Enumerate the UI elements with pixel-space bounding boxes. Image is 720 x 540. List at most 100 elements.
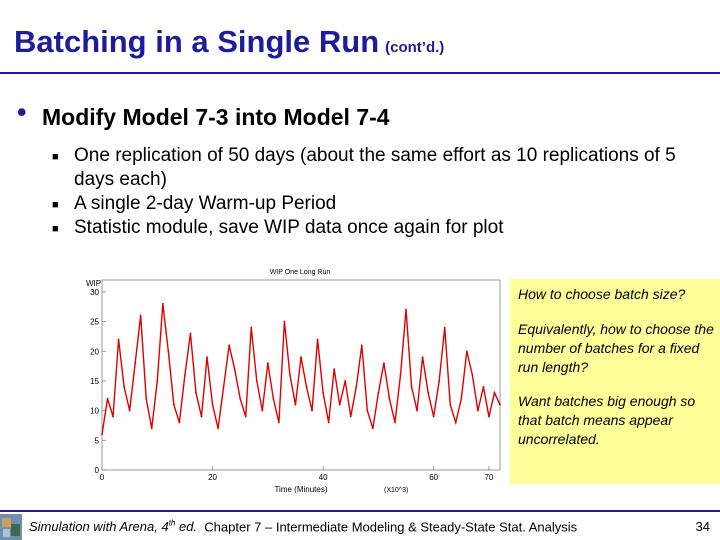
wip-data-point xyxy=(344,380,347,382)
wip-data-point xyxy=(421,356,424,359)
wip-data-point xyxy=(438,380,441,382)
footer-edition-rest: ed. xyxy=(175,519,198,535)
wip-data-point xyxy=(488,415,490,418)
wip-data-point xyxy=(272,397,275,400)
wip-data-point xyxy=(316,338,319,341)
wip-data-point xyxy=(449,403,452,406)
wip-series-line xyxy=(101,303,501,435)
book-logo-icon xyxy=(0,514,22,540)
wip-data-point xyxy=(283,320,286,323)
square-bullet-icon: ■ xyxy=(52,199,59,211)
footer-book: Simulation with Arena, 4 xyxy=(29,519,169,535)
y-tick-label: 0 xyxy=(95,466,100,475)
x-tick-group: 0 20 40 60 70 xyxy=(100,466,494,482)
wip-data-point xyxy=(300,356,302,359)
wip-data-point xyxy=(145,397,148,400)
wip-data-point xyxy=(311,409,313,412)
wip-plot: WIP One Long Run WIP 0 5 10 15 20 25 30 0 20 40 6… xyxy=(86,269,501,494)
wip-data-point xyxy=(405,308,407,311)
wip-data-point xyxy=(289,374,291,376)
wip-data-point xyxy=(106,397,109,400)
y-axis-label: WIP xyxy=(86,279,101,288)
footer-text: Simulation with Arena, 4th ed. Chapter 7… xyxy=(29,519,577,534)
wip-data-point xyxy=(333,368,336,370)
wip-data-point xyxy=(416,409,418,412)
square-bullet-icon: ■ xyxy=(52,151,59,163)
footer-divider xyxy=(0,510,720,512)
wip-data-point xyxy=(266,362,269,365)
wip-data-point xyxy=(305,385,308,388)
wip-data-point xyxy=(200,415,203,418)
wip-data-point xyxy=(338,403,341,406)
wip-data-point xyxy=(360,344,363,347)
y-tick-label: 30 xyxy=(90,288,99,297)
note-question-1: How to choose batch size? xyxy=(518,286,686,302)
wip-point-group xyxy=(101,302,501,436)
wip-data-point xyxy=(123,385,126,388)
wip-data-point xyxy=(388,397,391,400)
wip-data-point xyxy=(156,380,159,382)
wip-data-point xyxy=(460,397,463,400)
plot-frame xyxy=(101,279,501,471)
wip-data-point xyxy=(101,433,103,436)
sub-bullet-item: ■ Statistic module, save WIP data once ag… xyxy=(52,216,692,240)
x-tick-label: 40 xyxy=(319,473,328,482)
wip-data-point xyxy=(217,427,219,430)
batch-size-note: How to choose batch size? Equivalently, … xyxy=(510,279,720,484)
sub-bullet-item: ■ One replication of 50 days (about the s… xyxy=(52,144,692,192)
title-text: Batching in a Single Run xyxy=(14,24,380,59)
y-tick-label: 25 xyxy=(90,318,99,327)
bullet-dot-icon: • xyxy=(17,97,27,127)
wip-data-point xyxy=(371,427,374,430)
wip-data-point xyxy=(139,314,142,317)
x-tick-label: 0 xyxy=(100,473,105,482)
wip-data-point xyxy=(383,362,385,365)
wip-data-point xyxy=(427,391,430,394)
page-number: 34 xyxy=(695,519,710,534)
sub-bullet-list: ■ One replication of 50 days (about the s… xyxy=(52,144,692,240)
wip-data-point xyxy=(322,391,325,394)
title-suffix: (cont’d.) xyxy=(385,39,445,56)
wip-data-point xyxy=(150,427,153,430)
wip-data-point xyxy=(294,403,297,406)
wip-data-point xyxy=(184,374,186,376)
y-tick-label: 10 xyxy=(90,407,99,416)
wip-data-point xyxy=(261,409,264,412)
wip-data-point xyxy=(465,350,468,353)
sub-bullet-text: Statistic module, save WIP data once aga… xyxy=(74,217,504,238)
wip-data-point xyxy=(117,338,120,341)
x-axis-multiplier: (X10^3) xyxy=(384,487,408,494)
wip-data-point xyxy=(493,391,496,394)
wip-data-point xyxy=(255,380,258,382)
x-axis-label: Time (Minutes) xyxy=(274,485,327,494)
wip-data-point xyxy=(128,409,131,412)
wip-data-point xyxy=(366,409,369,412)
x-tick-label: 60 xyxy=(429,473,438,482)
title-divider xyxy=(0,72,720,74)
y-tick-label: 20 xyxy=(90,347,99,356)
y-tick-group: 0 5 10 15 20 25 30 xyxy=(90,288,106,475)
wip-data-point xyxy=(394,421,396,424)
wip-data-point xyxy=(410,385,413,388)
wip-data-point xyxy=(399,374,402,376)
wip-data-point xyxy=(112,415,114,418)
wip-data-point xyxy=(377,391,380,394)
sub-bullet-text: A single 2-day Warm-up Period xyxy=(74,193,337,214)
wip-data-point xyxy=(233,368,236,370)
wip-data-point xyxy=(482,385,485,388)
wip-data-point xyxy=(172,403,175,406)
note-question-2: Equivalently, how to choose the number o… xyxy=(518,321,714,375)
wip-data-point xyxy=(355,385,358,388)
wip-data-point xyxy=(222,385,225,388)
wip-data-point xyxy=(250,326,253,329)
square-bullet-icon: ■ xyxy=(52,223,59,235)
wip-data-point xyxy=(161,302,164,305)
footer-chapter: Chapter 7 – Intermediate Modeling & Stea… xyxy=(204,519,578,535)
wip-data-point xyxy=(244,415,247,418)
wip-data-point xyxy=(195,391,197,394)
wip-data-point xyxy=(206,356,208,359)
wip-data-point xyxy=(443,326,446,329)
wip-data-point xyxy=(327,421,330,424)
wip-data-point xyxy=(476,409,479,412)
wip-data-point xyxy=(178,421,181,424)
